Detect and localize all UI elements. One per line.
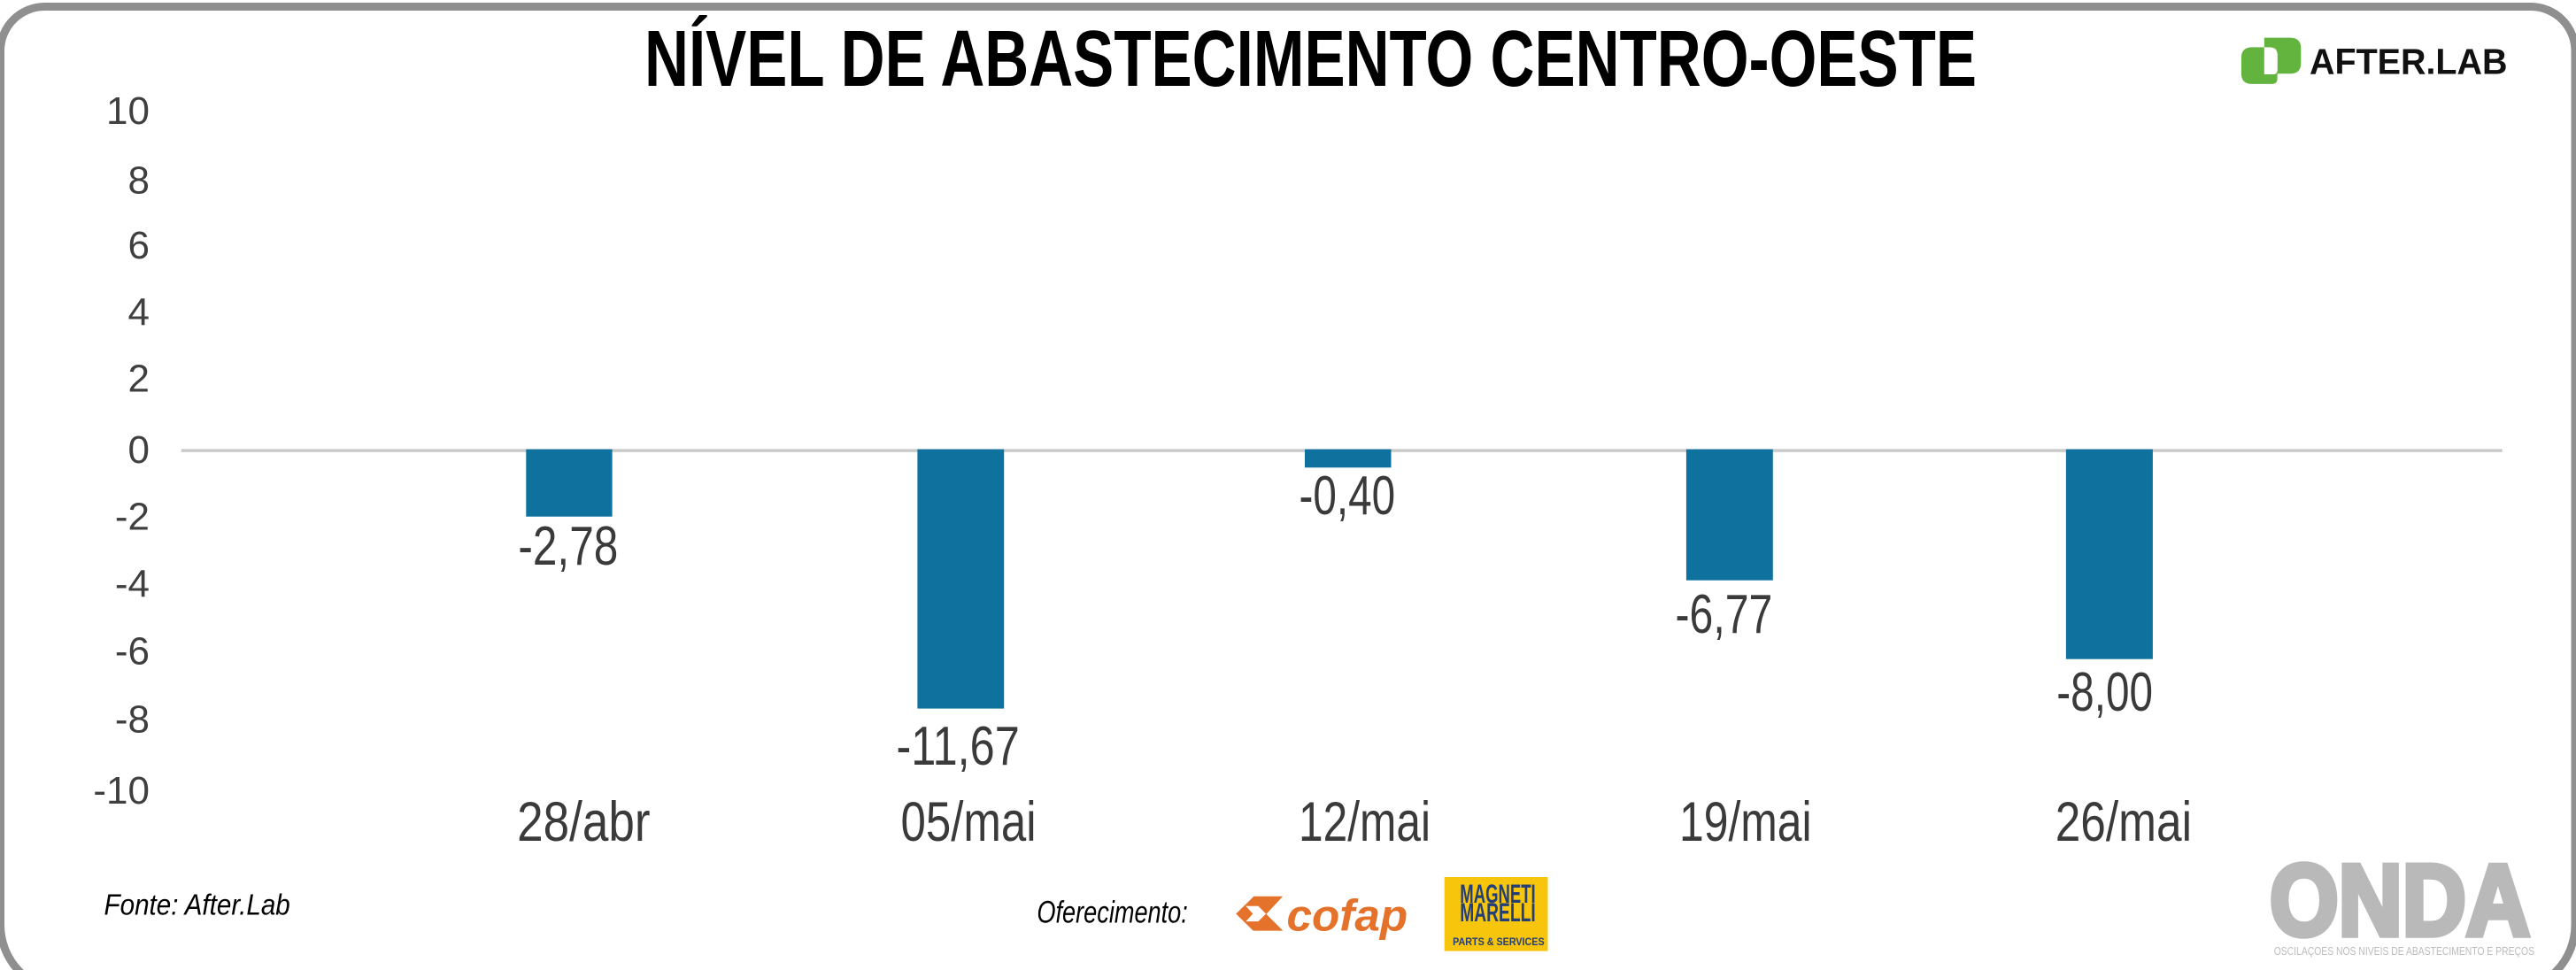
svg-text:cofap: cofap [1287,890,1408,940]
svg-text:OSCILAÇOES NOS NIVEIS DE ABAST: OSCILAÇOES NOS NIVEIS DE ABASTECIMENTO E… [2274,945,2534,958]
svg-text:6: 6 [128,224,150,267]
svg-text:12/mai: 12/mai [1299,791,1431,853]
svg-text:4: 4 [128,290,150,334]
svg-text:-2,78: -2,78 [518,516,618,577]
svg-text:28/abr: 28/abr [517,791,651,853]
svg-text:MARELLI: MARELLI [1460,898,1535,928]
svg-text:-8,00: -8,00 [2056,662,2153,723]
svg-text:05/mai: 05/mai [901,791,1037,853]
svg-text:MAGNETI: MAGNETI [1460,880,1535,909]
svg-text:8: 8 [128,159,150,203]
svg-text:AFTER.LAB: AFTER.LAB [2310,42,2508,82]
svg-text:2: 2 [128,358,150,401]
svg-text:-6: -6 [115,630,150,674]
svg-text:10: 10 [106,89,150,133]
svg-text:-2: -2 [115,495,150,538]
svg-text:-0,40: -0,40 [1300,466,1396,527]
svg-text:0: 0 [128,428,150,472]
svg-text:-10: -10 [93,769,150,812]
svg-text:Fonte: After.Lab: Fonte: After.Lab [104,888,290,920]
svg-text:PARTS & SERVICES: PARTS & SERVICES [1453,935,1545,948]
svg-text:-6,77: -6,77 [1676,584,1773,645]
svg-text:19/mai: 19/mai [1679,791,1812,853]
svg-text:Oferecimento:: Oferecimento: [1037,896,1187,930]
svg-text:-4: -4 [115,562,150,605]
svg-text:-8: -8 [115,698,150,742]
svg-text:-11,67: -11,67 [897,716,1020,777]
svg-text:NÍVEL DE ABASTECIMENTO CENTRO-: NÍVEL DE ABASTECIMENTO CENTRO-OESTE [644,14,1977,104]
svg-text:26/mai: 26/mai [2055,791,2192,853]
svg-text:ONDA: ONDA [2270,844,2530,957]
